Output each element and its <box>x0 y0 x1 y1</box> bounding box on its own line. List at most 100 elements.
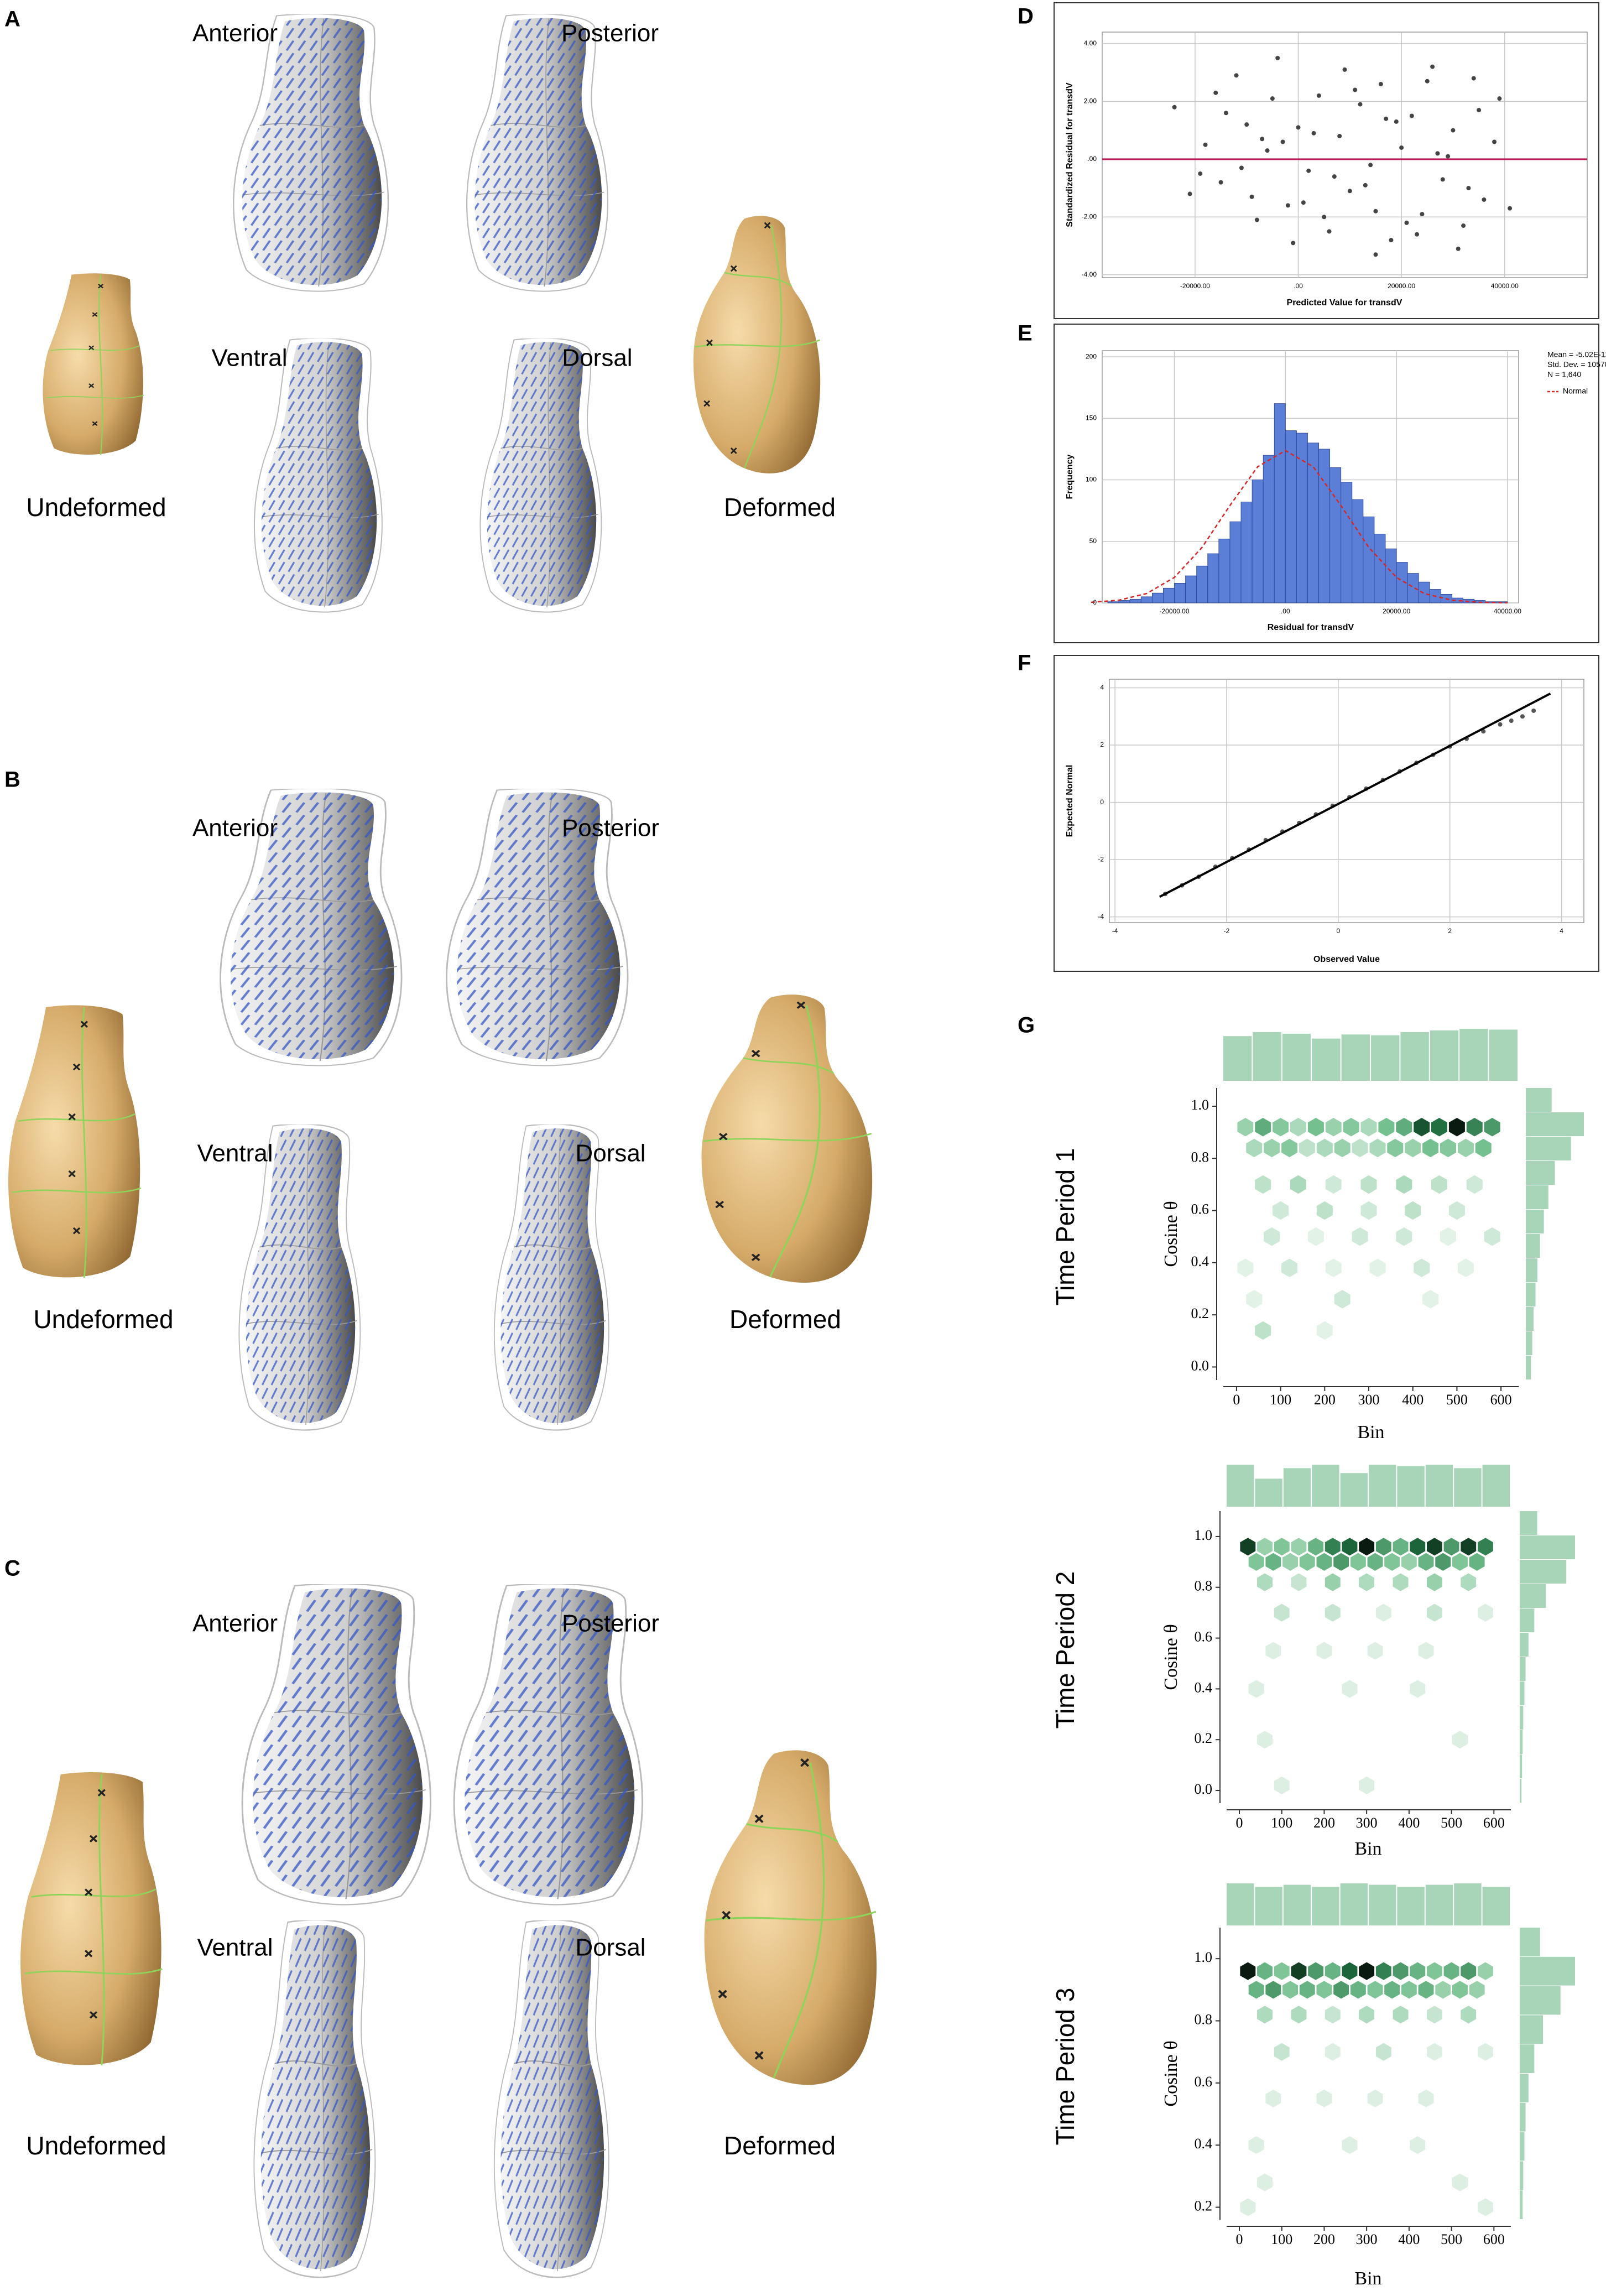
point <box>1275 56 1280 61</box>
x-tick-label: 200 <box>1313 2231 1335 2247</box>
x-tick-label: 300 <box>1356 1815 1378 1831</box>
x-tick-label: 0 <box>1233 1392 1240 1408</box>
x-tick-label: 200 <box>1313 1815 1335 1831</box>
deformed-label: Deformed <box>729 1305 841 1334</box>
y-tick-label: 0.8 <box>1195 1578 1213 1594</box>
point <box>1409 113 1414 118</box>
hex-cell <box>1325 1175 1342 1194</box>
point <box>1399 145 1404 150</box>
point <box>1497 96 1502 101</box>
x-marginal-bar <box>1459 1029 1488 1081</box>
point <box>1384 116 1389 121</box>
point <box>1425 79 1430 84</box>
point <box>1430 64 1435 69</box>
x-marginal-bar <box>1369 1884 1396 1925</box>
x-marginal-bar <box>1425 1884 1453 1925</box>
point <box>1492 139 1497 144</box>
x-marginal-bar <box>1400 1032 1429 1081</box>
hex-cell <box>1427 2006 1442 2024</box>
y-tick-label: 50 <box>1089 537 1097 545</box>
hex-cell <box>1418 1981 1434 1999</box>
point <box>1198 171 1203 176</box>
hex-cell <box>1274 1538 1290 1556</box>
y-marginal-bar <box>1526 1356 1531 1379</box>
point <box>1440 177 1445 182</box>
y-tick-label: 1.0 <box>1195 1527 1213 1543</box>
hex-cell <box>1384 1553 1400 1571</box>
y-tick-label: 0.0 <box>1195 1781 1213 1797</box>
bar <box>1374 534 1386 603</box>
y-axis-label: Cosine θ <box>1161 1201 1181 1267</box>
point <box>1373 209 1378 214</box>
legend-stat: Std. Dev. = 10570.067 <box>1547 360 1606 369</box>
bar <box>1363 516 1375 603</box>
hex-cell <box>1375 2043 1391 2061</box>
point <box>1296 125 1301 130</box>
y-tick-label: 4 <box>1100 684 1104 691</box>
hex-cell <box>1240 1962 1256 1980</box>
hex-cell <box>1484 1227 1500 1246</box>
y-axis-label: Expected Normal <box>1065 765 1075 837</box>
hex-cell <box>1466 1118 1483 1137</box>
y-marginal-bar <box>1520 1928 1540 1956</box>
hex-cell <box>1237 1258 1254 1277</box>
bar <box>1307 442 1319 603</box>
hex-cell <box>1290 1118 1306 1137</box>
point <box>1234 73 1239 78</box>
hex-cell <box>1443 1538 1459 1556</box>
view-label: Anterior <box>192 1610 278 1637</box>
period-label: Time Period 1 <box>1051 1148 1080 1306</box>
hex-cell <box>1333 1553 1349 1571</box>
hex-cell <box>1457 1258 1474 1277</box>
y-tick-label: 0.2 <box>1195 1730 1213 1746</box>
y-tick-label: -2.00 <box>1082 212 1097 220</box>
bar <box>1352 499 1364 603</box>
x-marginal-bar <box>1425 1465 1453 1507</box>
x-tick-label: 400 <box>1398 1815 1420 1831</box>
hex-cell <box>1393 1573 1409 1591</box>
point <box>1471 76 1476 81</box>
y-tick-label: 1.0 <box>1195 1949 1213 1965</box>
hex-cell <box>1307 1118 1324 1137</box>
mesh-view <box>493 1124 610 1431</box>
x-tick-label: 300 <box>1358 1392 1380 1408</box>
point <box>1218 180 1223 185</box>
bar <box>1207 553 1219 603</box>
bar <box>1252 480 1264 603</box>
y-marginal-bar <box>1520 1754 1522 1778</box>
hex-cell <box>1246 1290 1263 1309</box>
x-marginal-bar <box>1255 1478 1282 1507</box>
deformed-label: Deformed <box>724 493 836 522</box>
y-tick-label: 0.6 <box>1195 1629 1213 1645</box>
y-axis-label: Cosine θ <box>1161 2040 1181 2106</box>
hex-cell <box>1291 1538 1307 1556</box>
point <box>1482 197 1487 202</box>
y-marginal-bar <box>1520 1535 1575 1559</box>
legend-stat: N = 1,640 <box>1547 370 1581 379</box>
hex-cell <box>1478 1538 1493 1556</box>
y-axis-label: Frequency <box>1065 454 1075 499</box>
y-tick-label: .00 <box>1087 155 1097 163</box>
view-label: Ventral <box>197 1140 273 1167</box>
view-label: Dorsal <box>575 1140 645 1167</box>
y-marginal-bar <box>1520 1706 1524 1730</box>
hex-cell <box>1422 1138 1439 1158</box>
x-axis-label: Residual for transdV <box>1268 623 1354 632</box>
hex-cell <box>1342 1538 1358 1556</box>
hex-cell <box>1418 1553 1434 1571</box>
hex-cell <box>1240 2198 1256 2216</box>
panel-letter: E <box>1018 321 1033 346</box>
hex-cell <box>1359 1962 1375 1980</box>
y-tick-label: 150 <box>1086 414 1097 422</box>
point <box>1368 163 1373 168</box>
hex-cell <box>1418 2089 1434 2107</box>
view-label: Ventral <box>197 1934 273 1961</box>
bar <box>1174 583 1186 603</box>
y-tick-label: 0.8 <box>1195 2011 1213 2027</box>
point <box>1451 128 1456 133</box>
hex-cell <box>1308 1538 1324 1556</box>
x-tick-label: 20000.00 <box>1383 607 1410 615</box>
hex-cell <box>1299 1138 1315 1158</box>
y-marginal-bar <box>1520 2132 1525 2161</box>
